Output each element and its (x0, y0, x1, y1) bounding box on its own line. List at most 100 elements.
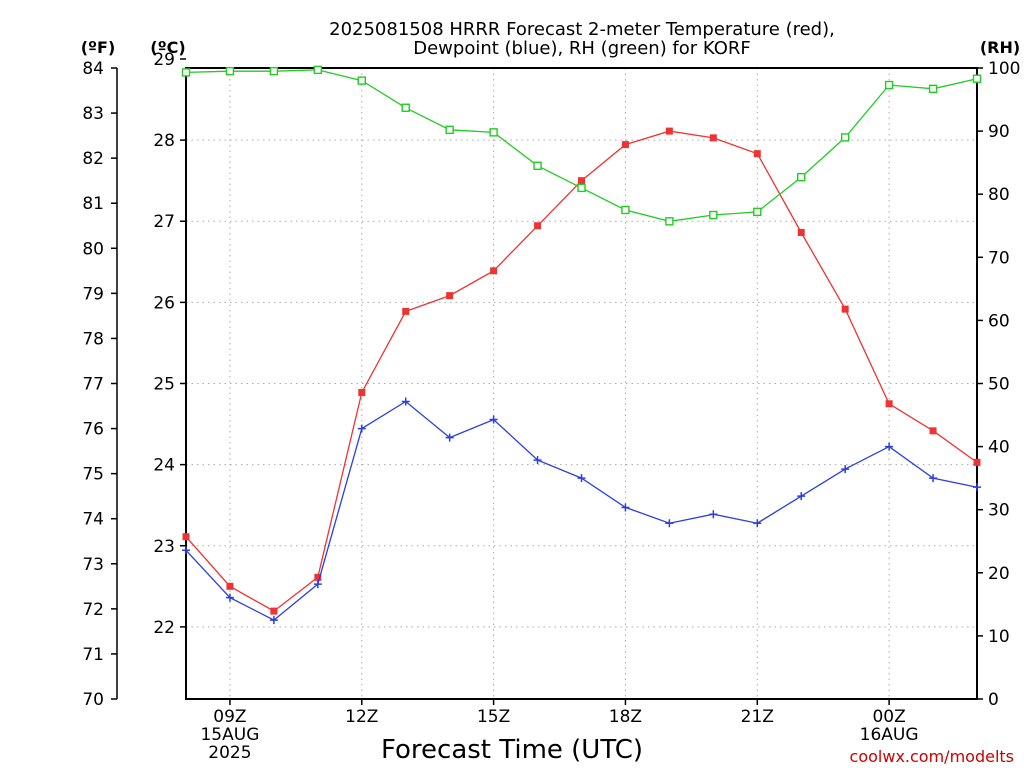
dewpoint-point (621, 503, 630, 512)
celsius-tick-label: 29 (153, 50, 175, 70)
rh-point (928, 84, 938, 94)
x-tick-label: 12Z (345, 707, 378, 727)
temperature-point (358, 389, 366, 397)
fahrenheit-tick-label: 71 (82, 645, 104, 665)
fahrenheit-tick-label: 70 (82, 690, 104, 710)
dewpoint-series (182, 397, 981, 625)
rh-series (181, 65, 982, 226)
temperature-point (753, 150, 761, 158)
temperature-point (490, 267, 498, 275)
rh-unit-label: (RH) (980, 38, 1020, 57)
chart-title-line: 2025081508 HRRR Forecast 2-meter Tempera… (329, 19, 835, 40)
rh-point (884, 80, 894, 90)
fahrenheit-tick-label: 84 (82, 59, 104, 79)
temperature-point (402, 307, 410, 315)
dewpoint-point (225, 593, 234, 602)
dewpoint-point (665, 519, 674, 528)
temperature-point (929, 427, 937, 435)
temperature-point (446, 292, 454, 300)
x-tick-label: 09Z (213, 707, 246, 727)
rh-point (313, 65, 323, 75)
rh-tick-label: 0 (988, 690, 999, 710)
rh-tick-label: 100 (988, 59, 1020, 79)
rh-point (181, 68, 191, 77)
fahrenheit-tick-label: 83 (82, 104, 104, 124)
rh-tick-label: 40 (988, 438, 1010, 458)
dewpoint-point (182, 546, 190, 555)
rh-tick-label: 80 (988, 185, 1010, 205)
rh-line (185, 69, 978, 222)
celsius-tick-label: 22 (153, 618, 175, 638)
celsius-tick-label: 26 (153, 293, 175, 313)
fahrenheit-tick-label: 79 (82, 284, 104, 304)
rh-point (621, 205, 630, 215)
fahrenheit-tick-label: 75 (82, 465, 104, 485)
dewpoint-point (841, 465, 850, 474)
rh-point (533, 161, 542, 171)
celsius-tick-label: 27 (153, 212, 175, 232)
fahrenheit-tick-label: 72 (82, 600, 104, 620)
dewpoint-point (973, 483, 981, 492)
rh-tick-label: 30 (988, 501, 1010, 521)
temperature-point (797, 229, 805, 237)
fahrenheit-tick-label: 81 (82, 194, 104, 214)
temperature-point (270, 607, 278, 615)
rh-point (753, 207, 762, 217)
celsius-unit-label: (ºC) (150, 38, 185, 57)
fahrenheit-tick-label: 77 (82, 375, 104, 395)
fahrenheit-tick-label: 78 (82, 329, 104, 349)
dewpoint-point (929, 474, 938, 483)
rh-tick-label: 20 (988, 564, 1010, 584)
fahrenheit-unit-label: (ºF) (81, 38, 116, 57)
fahrenheit-tick-label: 82 (82, 149, 104, 169)
rh-point (225, 66, 235, 76)
dewpoint-point (313, 580, 322, 589)
dewpoint-point (577, 474, 586, 483)
rh-point (665, 217, 674, 226)
rh-tick-label: 70 (988, 248, 1010, 268)
data-series (181, 65, 982, 625)
grid-lines (186, 68, 977, 699)
dewpoint-point (797, 492, 806, 501)
rh-tick-label: 50 (988, 375, 1010, 395)
chart-labels: (ºF) (ºC) (RH) 2025081508 HRRR Forecast 2-m… (81, 19, 1020, 766)
dewpoint-point (709, 510, 718, 519)
x-axis-label: Forecast Time (UTC) (381, 735, 643, 765)
temperature-point (885, 400, 893, 408)
rh-point (357, 76, 366, 85)
x-tick-label: 2025 (208, 743, 251, 763)
dewpoint-point (533, 456, 542, 465)
celsius-tick-label: 28 (153, 131, 175, 151)
dewpoint-point (357, 424, 366, 433)
axes: 70 71 72 73 74 75 76 77 78 79 80 81 82 83 84 22 23 24 25 26… (82, 50, 1020, 763)
x-tick-label: 00Z (872, 707, 905, 727)
dewpoint-point (753, 519, 762, 528)
x-tick-label: 21Z (741, 707, 774, 727)
temperature-point (578, 177, 585, 185)
x-tick-label: 18Z (609, 707, 642, 727)
rh-point (269, 66, 279, 76)
rh-point (577, 183, 586, 193)
rh-tick-label: 90 (988, 122, 1010, 142)
rh-point (401, 103, 410, 112)
credit-label: coolwx.com/modelts (850, 747, 1014, 766)
fahrenheit-tick-label: 73 (82, 555, 104, 575)
temperature-series (182, 127, 981, 615)
temperature-point (621, 141, 629, 149)
temperature-line (185, 130, 978, 612)
fahrenheit-tick-label: 74 (82, 510, 104, 530)
fahrenheit-tick-label: 80 (82, 239, 104, 259)
rh-tick-label: 60 (988, 311, 1010, 331)
rh-point (797, 172, 806, 182)
rh-point (840, 133, 850, 142)
dewpoint-point (401, 397, 410, 406)
dewpoint-point (445, 433, 454, 442)
x-tick-label: 15Z (477, 707, 510, 727)
x-tick-label: 15AUG (200, 725, 259, 745)
rh-point (489, 128, 498, 137)
rh-point (709, 210, 718, 220)
temperature-point (314, 573, 322, 581)
temperature-point (709, 134, 717, 142)
rh-point (445, 125, 454, 135)
